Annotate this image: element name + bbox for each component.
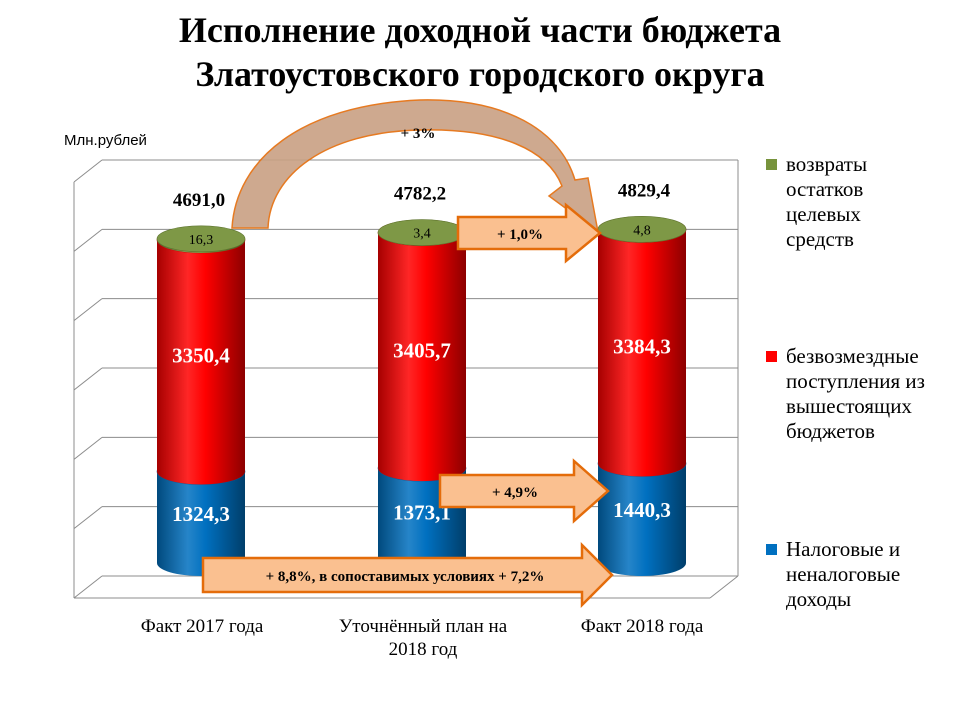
gridline-side	[73, 436, 103, 460]
data-label-grants-2: 3384,3	[613, 335, 671, 359]
total-label-2: 4829,4	[618, 180, 671, 201]
category-label-fact-2018: Факт 2018 года	[532, 615, 752, 638]
data-label-grants-0: 3350,4	[172, 344, 230, 368]
unit-label: Млн.рублей	[64, 132, 147, 149]
category-label-fact-2018-line-1: Факт 2018 года	[580, 616, 704, 637]
bar-tax-2	[598, 463, 687, 576]
bar-grants-1	[378, 232, 466, 482]
legend-item-grants: безвозмездные поступления из вышестоящих…	[760, 344, 955, 444]
legend-swatch-tax	[766, 544, 777, 555]
data-label-tax-0: 1324,3	[172, 502, 230, 526]
legend-label-grants-3: вышестоящих	[786, 394, 912, 418]
bar-grants-0	[157, 239, 245, 485]
arrow-tax-growth-year	[201, 541, 614, 609]
category-label-fact-2017: Факт 2017 года	[92, 615, 312, 638]
legend-swatch-returns	[766, 159, 777, 170]
gridline-side	[73, 506, 103, 530]
legend-label-tax-3: доходы	[786, 587, 852, 611]
gridline-side	[73, 367, 103, 391]
bar-returns-top-0	[156, 225, 246, 253]
legend-item-tax: Налоговые и неналоговые доходы	[760, 537, 955, 612]
legend-label-returns-2: остатков	[786, 177, 864, 201]
chart-title-line-1: Исполнение доходной части бюджета	[178, 10, 782, 50]
legend-label-grants-2: поступления из	[786, 369, 925, 393]
legend-label-returns-3: целевых	[786, 202, 861, 226]
data-label-returns-2: 4,8	[633, 223, 651, 238]
annotation-grants-growth: + 1,0%	[497, 227, 543, 243]
chart-title: Исполнение доходной части бюджета Златоу…	[0, 8, 960, 96]
arrow-tax-growth-plan	[438, 458, 610, 524]
data-label-returns-1: 3,4	[413, 227, 431, 242]
bar-grants-2	[598, 229, 687, 477]
legend-item-returns: возвраты остатков целевых средств	[760, 152, 955, 252]
category-label-plan-2018: Уточнённый план на 2018 год	[313, 615, 533, 661]
total-label-1: 4782,2	[394, 184, 446, 205]
legend-label-grants-1: безвозмездные	[786, 344, 919, 368]
gridline-side	[73, 575, 103, 599]
data-label-tax-2: 1440,3	[613, 498, 671, 522]
gridline-side	[73, 228, 103, 252]
legend-label-returns-4: средств	[786, 227, 854, 251]
data-label-grants-1: 3405,7	[393, 338, 451, 362]
chart-title-line-2: Златоустовского городского округа	[195, 54, 765, 94]
arrow-total-growth	[231, 99, 600, 234]
floor-right-edge	[709, 575, 739, 599]
gridline-side	[73, 159, 103, 183]
category-label-plan-2018-line-2: 2018 год	[388, 639, 458, 660]
category-label-plan-2018-line-1: Уточнённый план на	[338, 616, 508, 637]
legend-label-tax-1: Налоговые и	[786, 537, 901, 561]
arrow-grants-growth	[456, 202, 602, 264]
annotation-tax-growth-year: + 8,8%, в сопоставимых условиях + 7,2%	[266, 569, 545, 585]
category-label-fact-2017-line-1: Факт 2017 года	[140, 616, 264, 637]
bar-tax-0	[157, 471, 245, 576]
annotation-total-growth: + 3%	[401, 126, 436, 142]
gridline-side	[73, 298, 103, 322]
legend-swatch-grants	[766, 351, 777, 362]
legend-label-grants-4: бюджетов	[786, 419, 875, 443]
legend-label-returns-1: возвраты	[786, 152, 868, 176]
data-label-returns-0: 16,3	[189, 233, 214, 248]
annotation-tax-growth-plan: + 4,9%	[492, 485, 538, 501]
legend-label-tax-2: неналоговые	[786, 562, 901, 586]
total-label-0: 4691,0	[173, 190, 225, 211]
